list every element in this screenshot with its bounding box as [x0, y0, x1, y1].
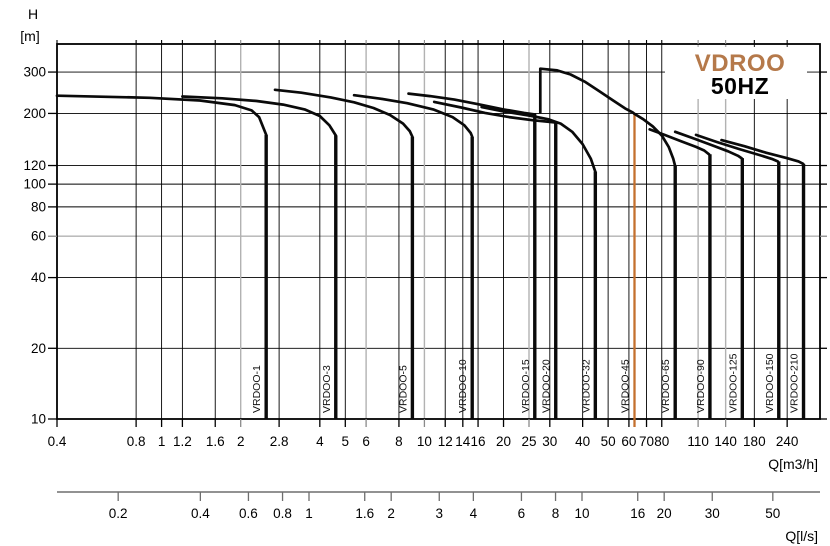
curve-label-VRDOO-1: VRDOO-1 [251, 365, 263, 413]
xtick-label-1.6: 1.6 [206, 434, 225, 449]
ytick-label-300: 300 [23, 65, 46, 80]
curve-label-VRDOO-90: VRDOO-90 [695, 359, 707, 413]
lps-tick-label-0.2: 0.2 [109, 506, 128, 521]
xtick-label-0.8: 0.8 [127, 434, 146, 449]
lps-tick-label-10: 10 [574, 506, 589, 521]
ytick-label-10: 10 [31, 412, 46, 427]
xtick-label-70: 70 [639, 434, 654, 449]
xtick-label-2.8: 2.8 [270, 434, 289, 449]
pump-curves [55, 67, 806, 427]
lps-tick-label-4: 4 [470, 506, 478, 521]
plot-border [56, 43, 821, 420]
xtick-label-12: 12 [438, 434, 453, 449]
xtick-label-110: 110 [687, 434, 709, 449]
curve-VRDOO-20 [432, 100, 558, 124]
curve-label-VRDOO-10: VRDOO-10 [457, 359, 469, 413]
xtick-label-40: 40 [575, 434, 590, 449]
lps-tick-label-50: 50 [765, 506, 780, 521]
lps-tick-label-3: 3 [435, 506, 443, 521]
xtick-label-5: 5 [342, 434, 350, 449]
curve-VRDOO-1 [55, 94, 268, 137]
x-axis-unit: Q[m3/h] [768, 456, 818, 472]
xtick-label-140: 140 [714, 434, 737, 449]
lps-tick-label-16: 16 [630, 506, 645, 521]
xtick-label-180: 180 [743, 434, 766, 449]
xtick-label-14: 14 [455, 434, 471, 449]
lps-tick-label-8: 8 [552, 506, 560, 521]
ytick-label-80: 80 [31, 199, 46, 214]
xtick-label-6: 6 [362, 434, 370, 449]
curve-VRDOO-32 [480, 105, 597, 174]
curve-label-VRDOO-5: VRDOO-5 [397, 365, 409, 413]
xtick-label-25: 25 [521, 434, 536, 449]
curve-VRDOO-10 [352, 93, 474, 139]
lps-tick-label-6: 6 [518, 506, 526, 521]
lps-tick-label-1: 1 [305, 506, 313, 521]
frequency-title: 50HZ [711, 73, 769, 99]
curve-VRDOO-210 [720, 138, 805, 166]
secondary-flow-axis: 0.2 0.4 0.6 0.8 1 1.6 2 3 4 6 8 10 16 20 30 50 [57, 491, 820, 521]
xtick-label-60: 60 [621, 434, 636, 449]
curve-VRDOO-45 [538, 67, 636, 116]
y-axis-label: H [28, 6, 38, 22]
xtick-label-1: 1 [158, 434, 166, 449]
curve-label-VRDOO-20: VRDOO-20 [541, 359, 553, 413]
ytick-label-200: 200 [23, 106, 46, 121]
curve-VRDOO-150 [694, 133, 780, 163]
plot-frame [56, 43, 821, 420]
xtick-label-8: 8 [395, 434, 403, 449]
xtick-label-80: 80 [654, 434, 669, 449]
curve-label-VRDOO-45: VRDOO-45 [619, 359, 631, 413]
xtick-label-50: 50 [601, 434, 616, 449]
ytick-label-20: 20 [31, 341, 46, 356]
ytick-label-40: 40 [31, 270, 46, 285]
xtick-label-2: 2 [237, 434, 245, 449]
x-axis2-unit: Q[l/s] [785, 528, 818, 544]
curve-VRDOO-15 [407, 92, 537, 116]
ytick-label-60: 60 [31, 229, 46, 244]
curve-label-VRDOO-3: VRDOO-3 [321, 365, 333, 413]
xtick-label-1.2: 1.2 [173, 434, 192, 449]
curve-label-VRDOO-65: VRDOO-65 [660, 359, 672, 413]
xtick-label-16: 16 [471, 434, 486, 449]
title-box: VDROO 50HZ [665, 47, 807, 99]
axis-ticks [48, 40, 827, 427]
ytick-label-120: 120 [23, 158, 46, 173]
curve-VRDOO-5 [273, 88, 414, 139]
xtick-label-20: 20 [496, 434, 511, 449]
pump-curve-labels: VRDOO-1 VRDOO-3 VRDOO-5 VRDOO-10 VRDOO-15 VRD… [251, 353, 800, 413]
curve-label-VRDOO-125: VRDOO-125 [727, 353, 739, 413]
xtick-label-0.4: 0.4 [48, 434, 67, 449]
curve-VRDOO-3 [181, 95, 338, 137]
lps-tick-label-20: 20 [657, 506, 672, 521]
lps-tick-label-0.8: 0.8 [273, 506, 292, 521]
xtick-label-240: 240 [776, 434, 799, 449]
lps-tick-label-2: 2 [387, 506, 395, 521]
ytick-label-100: 100 [23, 177, 46, 192]
brand-title: VDROO [695, 50, 786, 77]
lps-tick-label-30: 30 [705, 506, 720, 521]
curve-VRDOO-65 [633, 112, 677, 167]
curve-label-VRDOO-32: VRDOO-32 [580, 359, 592, 413]
curve-VRDOO-90 [648, 128, 711, 156]
title-box-bg [665, 47, 807, 99]
curve-label-VRDOO-150: VRDOO-150 [764, 353, 776, 413]
xtick-label-10: 10 [417, 434, 432, 449]
y-axis-unit: [m] [20, 28, 39, 44]
lps-tick-label-0.4: 0.4 [191, 506, 210, 521]
lps-tick-label-1.6: 1.6 [355, 506, 374, 521]
curve-label-VRDOO-15: VRDOO-15 [520, 359, 532, 413]
lps-tick-label-0.6: 0.6 [239, 506, 258, 521]
grid [57, 44, 820, 419]
axis-captions: H [m] Q[m3/h] Q[l/s] [20, 6, 818, 544]
xtick-label-4: 4 [316, 434, 324, 449]
xtick-label-30: 30 [542, 434, 557, 449]
curve-VRDOO-125 [673, 130, 743, 160]
curve-label-VRDOO-210: VRDOO-210 [789, 353, 801, 413]
